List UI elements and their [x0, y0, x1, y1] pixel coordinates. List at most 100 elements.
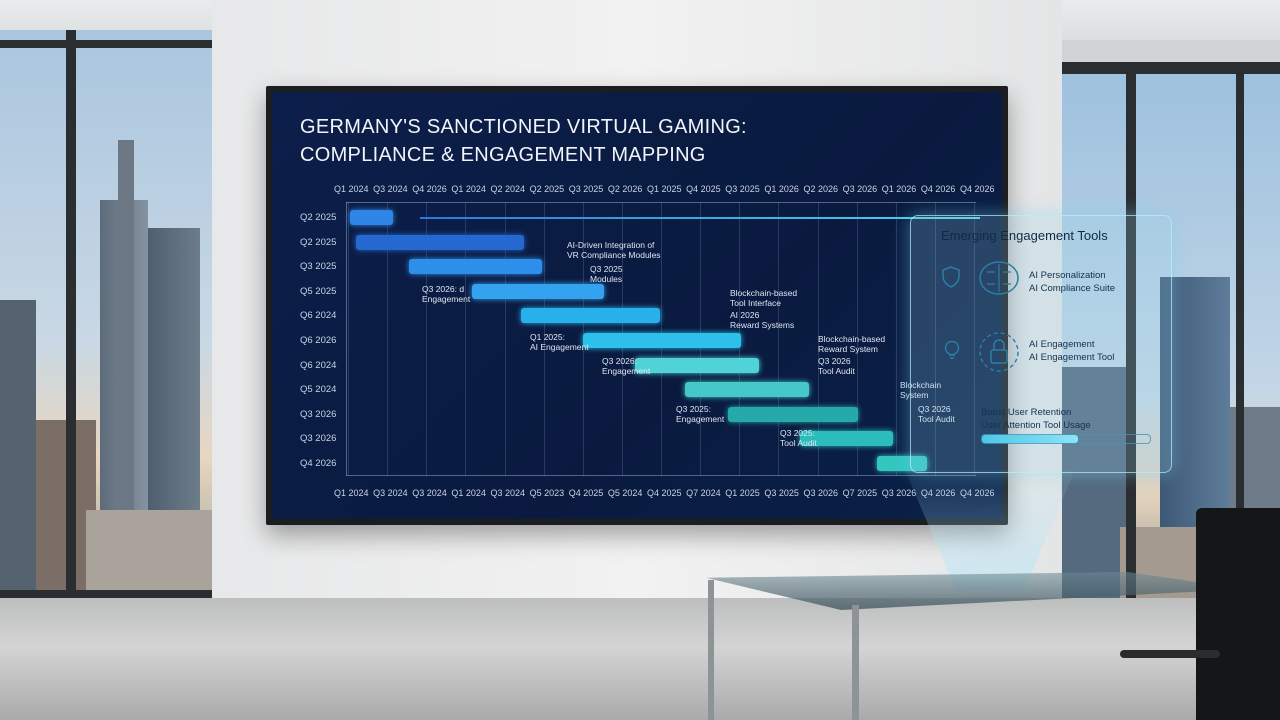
- holo-retention-title: Boost User Retention: [981, 407, 1072, 418]
- chart-x-axis: [346, 475, 976, 476]
- chart-top-axis: [346, 202, 976, 203]
- building: [1060, 367, 1130, 607]
- table-leg: [708, 580, 714, 720]
- bottom-axis-tick: Q1 2024: [334, 488, 369, 498]
- gridline: [504, 202, 506, 476]
- gridline: [778, 202, 780, 476]
- screen-title-line2: COMPLIANCE & ENGAGEMENT MAPPING: [300, 144, 706, 166]
- gantt-annotation: Blockchain-based Tool Interface: [730, 288, 798, 308]
- top-axis-tick: Q3 2024: [373, 184, 408, 194]
- bottom-axis-tick: Q4 2025: [647, 488, 682, 498]
- gantt-annotation: AI 2026 Reward Systems: [730, 310, 795, 330]
- top-axis-tick: Q4 2026: [960, 184, 995, 194]
- bottom-axis-tick: Q3 2025: [764, 488, 799, 498]
- top-axis-tick: Q1 2024: [451, 184, 486, 194]
- holo-item1-line2: AI Compliance Suite: [1029, 283, 1116, 294]
- holo-item2-line1: AI Engagement: [1029, 339, 1095, 350]
- row-label: Q3 2026: [300, 433, 337, 445]
- bottom-axis-tick: Q1 2025: [725, 488, 760, 498]
- gantt-bar: [408, 259, 543, 275]
- gantt-bar: [583, 333, 741, 348]
- window-frame: [66, 30, 76, 600]
- gantt-bar: [800, 431, 894, 447]
- gantt-annotation: Blockchain-based Reward System: [818, 334, 886, 354]
- chart-y-axis: [346, 202, 347, 476]
- screen-title-line1: GERMANY'S SANCTIONED VIRTUAL GAMING:: [300, 116, 747, 138]
- building: [0, 300, 36, 600]
- bottom-axis-tick: Q7 2024: [686, 488, 721, 498]
- shield-icon: [941, 266, 961, 293]
- gridline: [426, 202, 428, 476]
- gantt-annotation: Q3 2025: Engagement: [676, 404, 725, 424]
- gantt-bar: [684, 382, 809, 398]
- window-frame: [1236, 62, 1244, 607]
- gantt-bar: [471, 283, 605, 299]
- retention-progress-bar: [981, 434, 1151, 444]
- row-label: Q5 2024: [300, 384, 337, 396]
- table-leg: [852, 605, 859, 720]
- bottom-axis-tick: Q3 2024: [490, 488, 526, 498]
- bottom-axis-tick: Q3 2024: [373, 488, 408, 498]
- bottom-axis-tick: Q4 2025: [568, 488, 604, 498]
- bottom-axis-tick: Q1 2024: [451, 488, 486, 498]
- gantt-bar: [356, 234, 524, 250]
- retention-progress-fill: [982, 435, 1078, 443]
- window-frame: [1126, 62, 1136, 607]
- lock-circuit-icon: [977, 330, 1021, 379]
- left-window: [0, 30, 214, 600]
- top-axis-tick: Q1 2026: [881, 184, 917, 194]
- floor: [0, 598, 1280, 720]
- top-axis-tick: Q1 2025: [647, 184, 682, 194]
- building: [86, 510, 214, 600]
- gantt-bar: [728, 406, 859, 422]
- timeline-connector: [420, 217, 980, 219]
- gantt-annotation: Q3 2026 Tool Audit: [818, 356, 855, 376]
- gantt-annotation: Q3 2026 Tool Audit: [918, 404, 955, 424]
- gridline: [543, 202, 545, 476]
- top-axis-tick: Q1 2024: [334, 184, 369, 194]
- row-label: Q2 2025: [300, 212, 337, 223]
- bottom-axis-tick: Q3 2024: [412, 488, 447, 498]
- gantt-annotation: Q1 2025: AI Engagement: [530, 332, 589, 352]
- brain-circuit-icon: [977, 258, 1021, 303]
- gridline: [895, 202, 897, 476]
- gantt-bar: [521, 308, 660, 324]
- top-axis-tick: Q2 2024: [490, 184, 526, 194]
- row-label: Q3 2026: [300, 408, 337, 420]
- gantt-annotation: AI-Driven Integration of VR Compliance Mo…: [567, 240, 661, 260]
- top-axis-tick: Q2 2025: [529, 184, 565, 194]
- gridline: [348, 202, 349, 476]
- bottom-axis-tick: Q3 2026: [881, 488, 917, 498]
- top-axis-tick: Q3 2025: [725, 184, 760, 194]
- row-label: Q6 2026: [300, 335, 337, 346]
- holo-item1-line1: AI Personalization: [1029, 270, 1106, 281]
- bottom-axis-tick: Q5 2024: [607, 488, 643, 498]
- skyscraper-tower: [118, 140, 134, 600]
- top-axis-tick: Q2 2026: [803, 184, 839, 194]
- bottom-axis-tick: Q5 2023: [529, 488, 565, 498]
- lightbulb-icon: [943, 340, 961, 367]
- gridline: [856, 202, 858, 476]
- gantt-annotation: Q3 2026: Engagement: [602, 356, 651, 376]
- row-label: Q2 2025: [300, 236, 337, 248]
- gridline: [934, 202, 936, 476]
- gridline: [974, 202, 975, 476]
- gantt-bar: [635, 357, 760, 373]
- gantt-annotation: Q3 2025: Tool Audit: [780, 428, 817, 448]
- gridline: [387, 202, 389, 476]
- gantt-bar: [350, 210, 394, 225]
- top-axis-tick: Q1 2026: [764, 184, 799, 194]
- chair-armrest: [1120, 650, 1220, 658]
- top-axis-tick: Q2 2026: [607, 184, 643, 194]
- bottom-axis-tick: Q7 2025: [842, 488, 878, 498]
- hologram-panel: Emerging Engagement Tools AI Personaliza…: [910, 215, 1172, 473]
- window-frame: [0, 40, 214, 48]
- gridline: [817, 202, 819, 476]
- window-frame: [0, 590, 214, 600]
- window-frame: [1060, 62, 1280, 74]
- row-label: Q6 2024: [300, 310, 337, 322]
- row-label: Q3 2025: [300, 261, 337, 273]
- top-axis-tick: Q3 2026: [842, 184, 878, 194]
- holo-retention-subtitle: User Attention Tool Usage: [981, 420, 1091, 431]
